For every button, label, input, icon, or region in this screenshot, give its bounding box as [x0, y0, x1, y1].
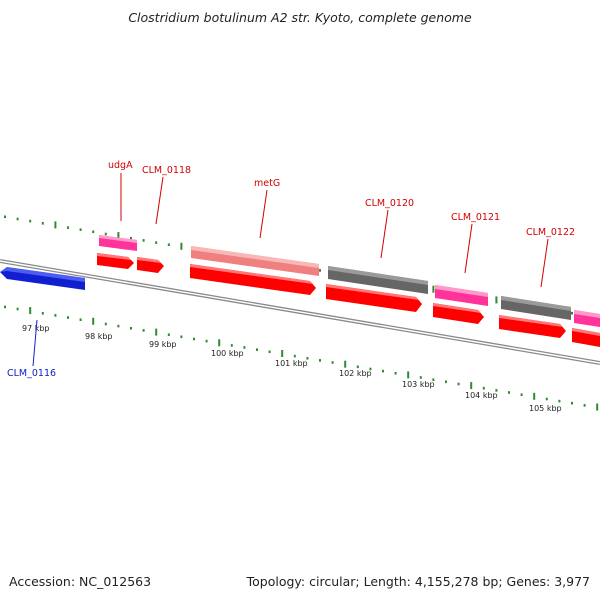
lower-minor-tick [382, 369, 384, 373]
ruler-label-100: 100 kbp [211, 349, 244, 358]
lower-minor-tick [268, 350, 271, 354]
lower-major-tick [407, 371, 410, 379]
upper-minor-tick [79, 228, 82, 231]
lower-minor-tick [445, 380, 447, 384]
ruler-label-97: 97 kbp [22, 324, 50, 333]
cds-clm-0120[interactable] [326, 284, 422, 312]
lower-minor-tick [4, 305, 6, 309]
lower-minor-tick [167, 333, 170, 336]
lower-minor-tick [331, 361, 334, 364]
lower-minor-tick [79, 318, 82, 321]
gene-clm-0116[interactable] [0, 267, 85, 290]
lower-minor-tick [16, 307, 19, 311]
label-leaders [32, 173, 549, 367]
lower-major-tick [470, 382, 473, 390]
lower-minor-tick [520, 393, 523, 396]
lower-minor-tick [256, 348, 258, 351]
genome-summary-text: Topology: circular; Length: 4,155,278 bp… [246, 574, 590, 589]
lower-tick-row [4, 305, 599, 411]
lower-major-tick [218, 339, 221, 347]
lower-minor-tick [583, 404, 586, 407]
lower-minor-tick [306, 357, 309, 360]
upper-minor-tick [16, 217, 19, 221]
ruler-label-99: 99 kbp [149, 340, 177, 349]
lower-minor-tick [205, 339, 208, 343]
lower-major-tick [281, 350, 284, 357]
cds-track [97, 253, 600, 347]
gene-label-clm-0122[interactable]: CLM_0122 [526, 227, 575, 238]
lower-minor-tick [67, 316, 69, 319]
upper-minor-tick [92, 230, 95, 234]
ruler-label-103: 103 kbp [402, 380, 435, 389]
upper-minor-tick [571, 311, 573, 315]
gene-label-clm-0118[interactable]: CLM_0118 [142, 165, 191, 176]
ruler-label-98: 98 kbp [85, 332, 113, 341]
ruler-label-104: 104 kbp [465, 391, 498, 400]
map-title: Clostridium botulinum A2 str. Kyoto, com… [128, 10, 472, 25]
lower-major-tick [533, 392, 536, 400]
feature-track-upper [99, 235, 600, 327]
lower-minor-tick [432, 378, 435, 381]
upper-major-tick [54, 221, 57, 229]
lower-minor-tick [293, 354, 296, 358]
ruler-label-102: 102 kbp [339, 369, 372, 378]
lower-minor-tick [319, 359, 321, 362]
upper-minor-tick [41, 222, 44, 225]
lower-minor-tick [117, 324, 120, 328]
lower-minor-tick [180, 335, 183, 339]
upper-major-tick [180, 242, 183, 250]
lower-minor-tick [54, 314, 57, 317]
gene-label-clm-0121[interactable]: CLM_0121 [451, 212, 500, 223]
upper-minor-tick [142, 239, 145, 242]
lower-minor-tick [142, 329, 145, 332]
lower-minor-tick [369, 367, 372, 371]
upper-major-tick [432, 285, 435, 293]
lower-minor-tick [41, 312, 44, 315]
cds-metg[interactable] [190, 264, 316, 295]
lower-minor-tick [394, 372, 397, 375]
lower-minor-tick [419, 376, 422, 379]
cds-clm-0122[interactable] [499, 315, 566, 338]
gene-label-udga[interactable]: udgA [108, 160, 133, 171]
upper-minor-tick [29, 219, 32, 223]
ruler-label-101: 101 kbp [275, 359, 308, 368]
upper-minor-tick [130, 237, 132, 240]
gene-label-metg[interactable]: metG [254, 178, 280, 189]
lower-minor-tick [457, 382, 460, 386]
lower-minor-tick [230, 344, 233, 347]
lower-minor-tick [482, 386, 485, 390]
upper-minor-tick [155, 241, 158, 244]
upper-minor-tick [104, 232, 107, 236]
lower-major-tick [596, 403, 599, 411]
lower-major-tick [155, 328, 158, 336]
upper-minor-tick [167, 243, 170, 246]
upper-major-tick [495, 296, 498, 304]
upper-major-tick [117, 232, 120, 240]
lower-minor-tick [508, 391, 510, 394]
lower-minor-tick [130, 327, 132, 330]
lower-minor-tick [571, 401, 573, 405]
lower-minor-tick [356, 365, 359, 369]
upper-minor-tick [4, 215, 6, 219]
lower-major-tick [92, 317, 95, 325]
lower-major-tick [344, 360, 347, 368]
lower-minor-tick [193, 337, 195, 341]
lower-minor-tick [558, 399, 561, 403]
lower-minor-tick [104, 322, 107, 326]
ruler-labels: 97 kbp 98 kbp 99 kbp 100 kbp 101 kbp 102… [22, 324, 562, 413]
accession-text: Accession: NC_012563 [9, 574, 151, 589]
lower-minor-tick [545, 397, 548, 401]
genome-backbone [0, 259, 600, 365]
upper-minor-tick [67, 226, 69, 229]
ruler-label-105: 105 kbp [529, 404, 562, 413]
lower-minor-tick [243, 346, 246, 349]
lower-minor-tick [495, 389, 498, 392]
gene-label-clm-0116[interactable]: CLM_0116 [7, 368, 56, 379]
gene-label-clm-0120[interactable]: CLM_0120 [365, 198, 414, 209]
lower-major-tick [29, 307, 32, 315]
gene-labels: udgA CLM_0118 metG CLM_0120 CLM_0121 CLM… [7, 160, 575, 379]
cds-clm-0121[interactable] [433, 303, 484, 324]
upper-minor-tick [319, 269, 321, 272]
